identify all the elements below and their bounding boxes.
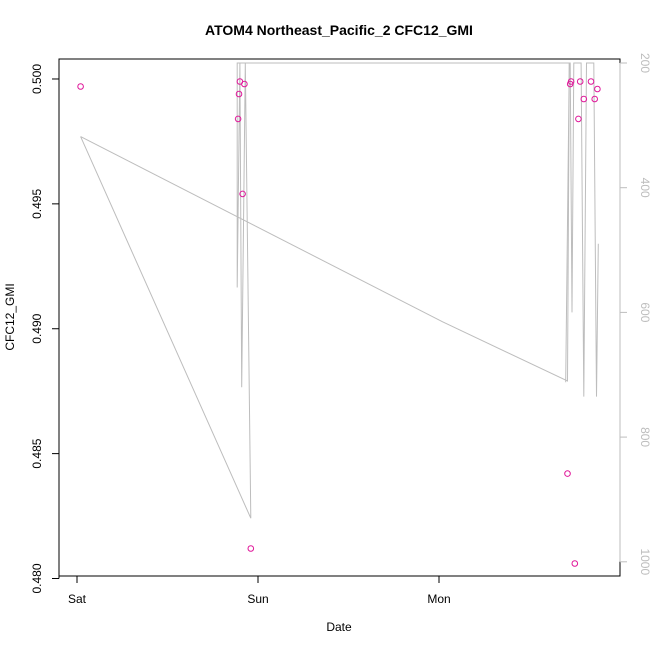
y-tick-label-0: 0.480 [30,563,44,593]
secondary-series-line-extra [565,62,599,397]
x-axis-label: Date [326,620,352,634]
data-point-7 [564,470,571,477]
data-points [77,78,601,567]
data-point-16 [594,85,601,93]
data-point-11 [575,115,582,123]
y-tick-label-4: 0.500 [30,64,44,94]
secondary-y-tick-label-3: 800 [638,427,650,447]
x-tick-label-2: Mon [427,592,450,606]
secondary-y-axis: 200 400 600 800 1000 [619,53,650,575]
y-tick-label-3: 0.495 [30,189,44,219]
data-point-12 [576,78,584,85]
data-point-5 [241,80,248,88]
chart-title: ATOM4 Northeast_Pacific_2 CFC12_GMI [205,22,473,38]
secondary-y-tick-label-1: 400 [638,178,650,198]
y-tick-label-1: 0.485 [30,438,44,468]
data-point-1 [234,115,242,123]
x-tick-label-1: Sun [247,592,268,606]
data-point-4 [239,190,246,198]
y-axis-label: CFC12_GMI [3,283,17,350]
x-axis: Sat Sun Mon [68,575,451,606]
data-point-10 [571,560,579,567]
secondary-y-tick-label-4: 1000 [638,548,650,575]
secondary-y-tick-label-0: 200 [638,53,650,73]
secondary-y-tick-label-2: 600 [638,302,650,322]
secondary-series-lines [80,62,599,519]
data-point-9 [567,78,575,85]
data-point-15 [591,95,599,103]
data-point-0 [77,83,84,90]
data-point-14 [587,78,595,85]
y-axis: 0.480 0.485 0.490 0.495 0.500 [30,64,60,594]
secondary-series-line [80,62,570,519]
data-point-13 [580,95,588,103]
plot-box [58,58,621,577]
y-tick-label-2: 0.490 [30,313,44,343]
data-point-2 [235,90,243,98]
data-point-6 [247,545,255,552]
x-tick-label-0: Sat [68,592,87,606]
